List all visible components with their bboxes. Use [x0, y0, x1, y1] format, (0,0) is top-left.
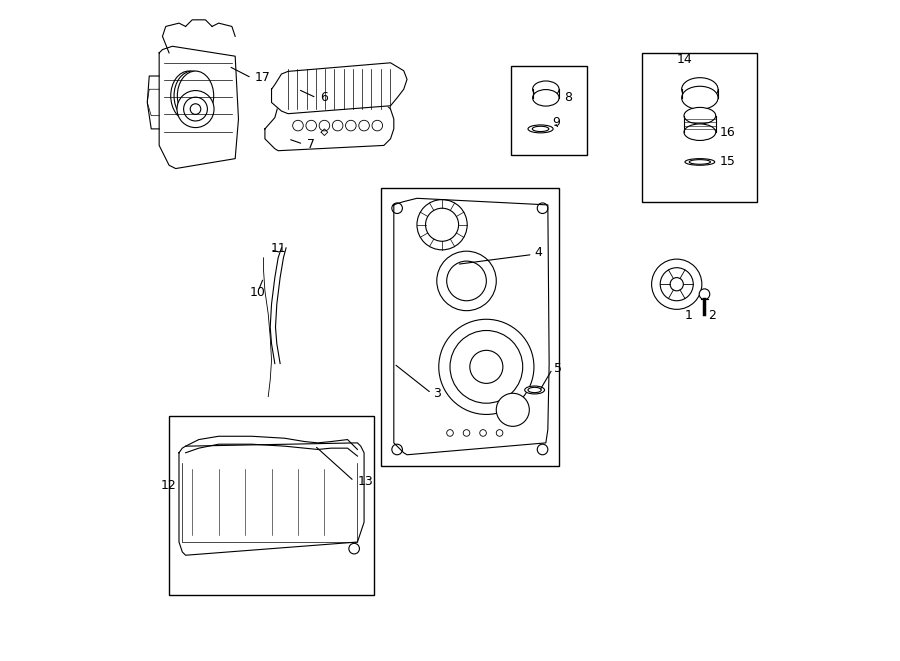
Circle shape — [496, 430, 503, 436]
Circle shape — [359, 120, 369, 131]
Circle shape — [464, 430, 470, 436]
Text: 11: 11 — [270, 242, 286, 255]
Bar — [511, 66, 587, 155]
Text: 2: 2 — [707, 309, 716, 323]
Circle shape — [320, 120, 329, 131]
Text: 12: 12 — [160, 479, 176, 492]
Circle shape — [450, 330, 523, 403]
Ellipse shape — [684, 107, 716, 124]
Ellipse shape — [533, 89, 559, 106]
Ellipse shape — [533, 81, 559, 98]
Circle shape — [392, 203, 402, 214]
Text: 16: 16 — [720, 126, 735, 139]
Circle shape — [349, 543, 359, 554]
Text: 6: 6 — [320, 91, 328, 104]
Text: 14: 14 — [677, 53, 692, 66]
Circle shape — [496, 393, 529, 426]
Circle shape — [670, 278, 683, 291]
Circle shape — [537, 444, 548, 455]
Text: 10: 10 — [249, 286, 266, 299]
Ellipse shape — [171, 71, 207, 121]
Text: 8: 8 — [563, 91, 572, 104]
Text: 17: 17 — [255, 71, 271, 85]
Text: 3: 3 — [434, 387, 441, 400]
Circle shape — [446, 430, 454, 436]
Circle shape — [306, 120, 317, 131]
Circle shape — [417, 200, 467, 250]
Text: 9: 9 — [553, 116, 561, 129]
Text: 13: 13 — [357, 475, 374, 488]
Text: 5: 5 — [554, 362, 562, 375]
Ellipse shape — [177, 71, 213, 121]
Ellipse shape — [689, 160, 710, 164]
Text: 1: 1 — [685, 309, 692, 323]
Circle shape — [537, 203, 548, 214]
Circle shape — [446, 261, 486, 301]
Ellipse shape — [528, 387, 541, 393]
Bar — [381, 188, 559, 466]
Circle shape — [699, 289, 710, 299]
Text: 15: 15 — [720, 155, 735, 169]
Bar — [642, 53, 758, 202]
Ellipse shape — [532, 126, 549, 132]
Circle shape — [190, 104, 201, 114]
Ellipse shape — [684, 124, 716, 140]
Circle shape — [436, 251, 496, 311]
Circle shape — [177, 91, 214, 128]
Circle shape — [346, 120, 356, 131]
Circle shape — [652, 259, 702, 309]
Ellipse shape — [685, 159, 715, 165]
Circle shape — [661, 268, 693, 301]
Circle shape — [470, 350, 503, 383]
Circle shape — [332, 120, 343, 131]
Circle shape — [372, 120, 382, 131]
Ellipse shape — [681, 78, 718, 100]
Ellipse shape — [528, 125, 554, 133]
Circle shape — [292, 120, 303, 131]
Ellipse shape — [174, 71, 211, 121]
Circle shape — [439, 319, 534, 414]
Bar — [169, 416, 374, 595]
Ellipse shape — [525, 386, 544, 394]
Ellipse shape — [681, 86, 718, 109]
Circle shape — [184, 97, 207, 121]
Polygon shape — [272, 63, 407, 114]
Circle shape — [480, 430, 486, 436]
Circle shape — [392, 444, 402, 455]
Circle shape — [426, 208, 459, 241]
Ellipse shape — [284, 73, 300, 86]
Text: 4: 4 — [535, 246, 543, 259]
Text: 7: 7 — [307, 137, 315, 151]
